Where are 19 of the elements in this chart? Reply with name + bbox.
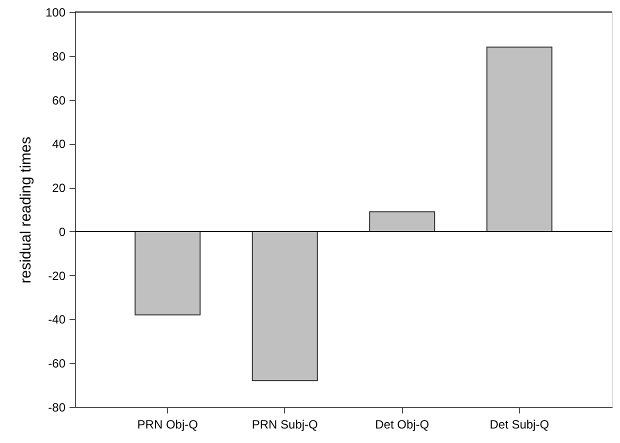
y-tick-label: 60 — [52, 93, 66, 108]
y-tick-label: 40 — [52, 137, 66, 152]
bar — [134, 230, 201, 316]
y-tick-label: -40 — [48, 312, 66, 327]
y-tick-label: 80 — [52, 49, 66, 64]
y-tick-label: 0 — [58, 224, 66, 239]
x-tick-label: Det Obj-Q — [375, 418, 430, 432]
x-tick-label: Det Subj-Q — [490, 418, 550, 432]
bar — [369, 211, 436, 232]
y-tick-label: -80 — [48, 400, 66, 414]
y-axis-title: residual reading times — [17, 136, 34, 284]
y-tick-label: -60 — [48, 356, 66, 371]
bar — [486, 46, 552, 232]
y-tick-label: 20 — [52, 181, 66, 196]
bar — [252, 230, 318, 382]
x-tick-label: PRN Subj-Q — [252, 418, 318, 432]
x-tick-label: PRN Obj-Q — [137, 418, 198, 432]
y-tick-label: 100 — [45, 6, 66, 20]
y-tick-label: -20 — [48, 268, 66, 283]
